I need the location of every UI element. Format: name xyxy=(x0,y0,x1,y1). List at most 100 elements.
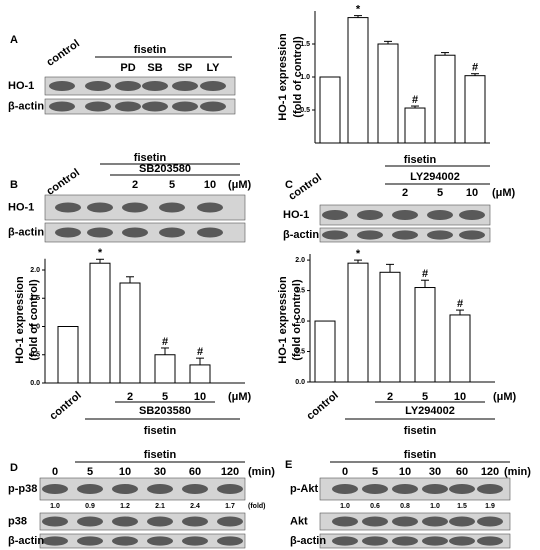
blot-band xyxy=(115,81,141,91)
bar xyxy=(379,271,401,383)
group-label: fisetin xyxy=(134,44,167,56)
unit-label: (μM) xyxy=(228,179,252,191)
y-tick-label: 0.0 xyxy=(295,379,305,386)
annotation: * xyxy=(98,247,103,259)
treatment-label: SB203580 xyxy=(139,163,191,175)
y-tick-label: 0.5 xyxy=(300,107,310,114)
bar xyxy=(347,262,369,383)
annotation: # xyxy=(162,336,168,348)
bar xyxy=(57,326,79,384)
y-tick-label: 1.0 xyxy=(30,323,40,330)
bar xyxy=(434,54,456,144)
blot-band xyxy=(217,536,243,546)
lane-label: SP xyxy=(178,62,193,74)
error-bar xyxy=(161,347,169,355)
lane-label: 30 xyxy=(154,466,166,478)
error-bar xyxy=(384,40,392,44)
lane-label: 10 xyxy=(466,187,478,199)
lane-label: LY xyxy=(206,62,220,74)
blot-band xyxy=(357,210,383,220)
panel-letter: D xyxy=(10,462,18,474)
group-label: fisetin xyxy=(144,425,177,437)
x-tick-label: 10 xyxy=(194,391,206,403)
y-axis-label: (fold of control) xyxy=(292,36,304,118)
y-tick-label: 1.5 xyxy=(30,295,40,302)
row-label: β-actin xyxy=(283,229,319,241)
error-bar xyxy=(441,52,449,56)
blot-band xyxy=(182,484,208,494)
blot-band xyxy=(77,484,103,494)
fold-label: 1.0 xyxy=(430,503,440,510)
fold-label: 1.0 xyxy=(50,503,60,510)
lane-label: 5 xyxy=(437,187,443,199)
blot-band xyxy=(392,484,418,494)
lane-label: 120 xyxy=(221,466,239,478)
blot-band xyxy=(197,202,223,213)
blot-band xyxy=(112,484,138,494)
fold-unit: (fold) xyxy=(248,503,266,510)
unit-label: (min) xyxy=(248,466,275,478)
blot-band xyxy=(217,516,243,527)
blot-band xyxy=(422,484,448,494)
blot-band xyxy=(477,516,503,527)
blot-band xyxy=(362,536,388,546)
y-tick-label: 0.5 xyxy=(295,348,305,355)
y-tick-label: 1.0 xyxy=(300,74,310,81)
blot-band xyxy=(55,202,81,213)
y-axis-label: (fold of control) xyxy=(28,279,40,361)
blot-band xyxy=(49,81,75,91)
fold-label: 1.2 xyxy=(120,503,130,510)
unit-label: (μM) xyxy=(493,391,517,403)
bar xyxy=(449,314,471,383)
error-bar xyxy=(386,263,394,273)
fold-label: 2.1 xyxy=(155,503,165,510)
x-tick-label: 10 xyxy=(454,391,466,403)
row-label: p38 xyxy=(8,515,27,527)
blot-band xyxy=(200,81,226,91)
x-tick-label: 2 xyxy=(387,391,393,403)
blot-band xyxy=(42,536,68,546)
blot-band xyxy=(112,536,138,546)
blot-band xyxy=(77,516,103,527)
blot-band xyxy=(87,202,113,213)
bar xyxy=(189,364,211,384)
lane-label: 5 xyxy=(169,179,175,191)
lane-label: 10 xyxy=(119,466,131,478)
lane-label: SB xyxy=(147,62,162,74)
blot-band xyxy=(200,101,226,112)
error-bar xyxy=(411,105,419,109)
bar xyxy=(89,262,111,384)
lane-label: 60 xyxy=(456,466,468,478)
fold-label: 1.9 xyxy=(485,503,495,510)
treatment-label: LY294002 xyxy=(410,171,460,183)
blot-band xyxy=(147,516,173,527)
annotation: * xyxy=(356,248,361,260)
x-tick-label: 5 xyxy=(422,391,428,403)
annotation: # xyxy=(422,268,428,280)
x-tick-label: 2 xyxy=(127,391,133,403)
fold-label: 1.0 xyxy=(340,503,350,510)
y-axis-label: HO-1 expression xyxy=(277,33,289,121)
lane-label: 60 xyxy=(189,466,201,478)
error-bar xyxy=(196,357,204,365)
fold-label: 1.5 xyxy=(457,503,467,510)
lane-label: 30 xyxy=(429,466,441,478)
row-label: p-Akt xyxy=(290,483,318,495)
blot-band xyxy=(459,210,485,220)
blot-band xyxy=(49,101,75,112)
y-tick-label: 0.5 xyxy=(30,352,40,359)
blot-band xyxy=(122,202,148,213)
x-tick-label: control xyxy=(305,389,341,422)
blot-band xyxy=(427,210,453,220)
y-tick-label: 0.0 xyxy=(30,380,40,387)
bar xyxy=(119,282,141,384)
lane-label: 10 xyxy=(399,466,411,478)
blot-band xyxy=(172,101,198,112)
fold-label: 2.4 xyxy=(190,503,200,510)
group-label: fisetin xyxy=(404,449,437,461)
blot-band xyxy=(197,227,223,238)
lane-label: 2 xyxy=(402,187,408,199)
unit-label: (min) xyxy=(504,466,531,478)
y-tick-label: 1.5 xyxy=(295,287,305,294)
blot-band xyxy=(182,536,208,546)
